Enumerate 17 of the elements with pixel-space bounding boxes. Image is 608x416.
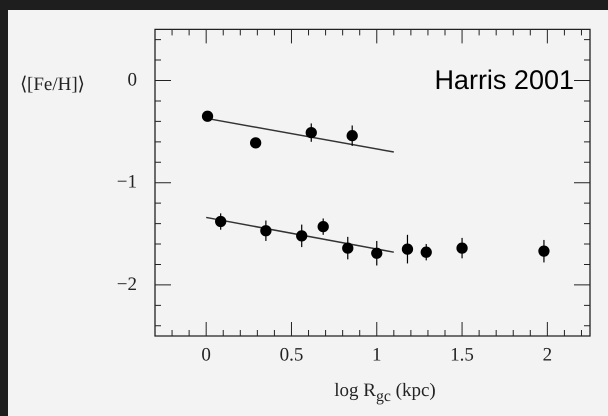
x-tick-label: 1.5	[450, 344, 474, 366]
x-tick-label: 2	[542, 344, 552, 366]
point	[260, 225, 272, 236]
point	[456, 242, 468, 254]
point	[538, 246, 550, 257]
y-tick-label: 0	[128, 69, 137, 90]
point	[250, 137, 262, 148]
y-tick-label: −1	[116, 172, 137, 193]
annotation: Harris 2001	[434, 64, 574, 95]
x-tick-label: 1	[372, 344, 382, 366]
point	[402, 243, 414, 255]
x-tick-label: 0.5	[280, 344, 304, 366]
y-tick-label: −2	[116, 274, 137, 295]
point	[202, 110, 214, 122]
y-axis-title: ⟨[Fe/H]⟩	[20, 73, 85, 96]
x-axis-title: log R$_{gc}$ (kpc)	[334, 380, 436, 406]
x-tick-label: 0	[201, 344, 211, 366]
